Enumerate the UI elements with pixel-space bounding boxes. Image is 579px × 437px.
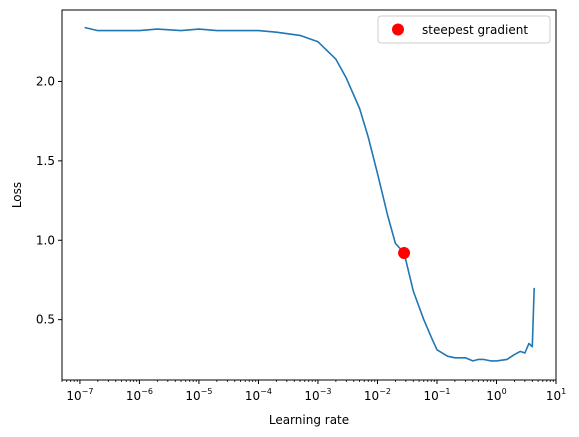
y-tick-label: 1.5	[36, 154, 55, 168]
y-tick-label: 2.0	[36, 74, 55, 88]
y-tick-label: 0.5	[36, 313, 55, 327]
y-axis-label: Loss	[10, 182, 24, 208]
legend: steepest gradient	[378, 16, 550, 43]
marker-layer	[398, 247, 410, 259]
steepest-gradient-marker	[398, 247, 410, 259]
legend-entry-label: steepest gradient	[422, 23, 528, 37]
y-tick-label: 1.0	[36, 233, 55, 247]
x-axis-label: Learning rate	[269, 413, 349, 427]
legend-marker	[392, 24, 404, 36]
